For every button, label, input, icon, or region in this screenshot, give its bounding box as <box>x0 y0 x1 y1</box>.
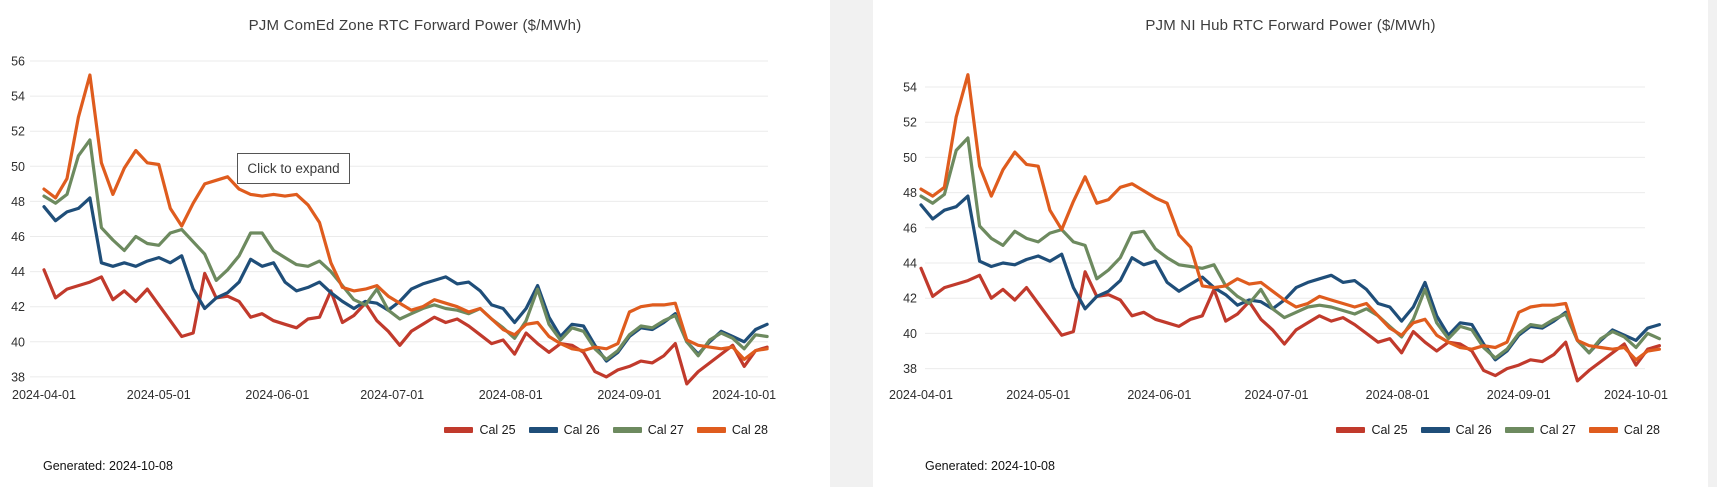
legend-item-cal26[interactable]: Cal 26 <box>1420 423 1492 437</box>
generated-timestamp: Generated: 2024-10-08 <box>43 459 173 473</box>
legend-item-cal25[interactable]: Cal 25 <box>1336 423 1408 437</box>
x-axis-tick: 2024-04-01 <box>12 388 76 402</box>
y-axis-tick: 42 <box>11 300 25 314</box>
cal26-swatch <box>1420 427 1450 433</box>
series-line-cal25 <box>42 268 769 386</box>
legend-label: Cal 27 <box>647 423 684 437</box>
y-axis-tick: 44 <box>903 257 917 271</box>
y-axis-tick: 52 <box>903 116 917 130</box>
x-axis-tick: 2024-05-01 <box>1006 388 1070 402</box>
click-to-expand-tooltip[interactable]: Click to expand <box>237 153 350 184</box>
legend-item-cal27[interactable]: Cal 27 <box>1504 423 1576 437</box>
x-axis-tick: 2024-09-01 <box>1487 388 1551 402</box>
y-axis-tick: 44 <box>11 265 25 279</box>
y-axis-tick: 38 <box>11 370 25 384</box>
y-axis-tick: 46 <box>903 221 917 235</box>
x-axis-tick: 2024-06-01 <box>245 388 309 402</box>
chart-title-comed: PJM ComEd Zone RTC Forward Power ($/MWh) <box>248 17 582 34</box>
y-axis-tick: 42 <box>903 292 917 306</box>
y-axis-tick: 48 <box>903 186 917 200</box>
chart-card-nihub[interactable]: PJM NI Hub RTC Forward Power ($/MWh) 54 5… <box>873 0 1708 487</box>
x-axis-tick: 2024-05-01 <box>127 388 191 402</box>
x-axis-tick: 2024-08-01 <box>1366 388 1430 402</box>
legend-comed: Cal 25 Cal 26 Cal 27 Cal 28 <box>444 423 768 437</box>
comed-forward-power-chart[interactable]: 56 54 52 50 48 46 44 42 40 38 2024-04-01 2024-05-01… <box>0 0 830 487</box>
chart-card-comed[interactable]: PJM ComEd Zone RTC Forward Power ($/MWh)… <box>0 0 830 487</box>
legend-label: Cal 26 <box>1455 423 1492 437</box>
legend-label: Cal 28 <box>1623 423 1660 437</box>
series-line-cal27 <box>42 138 769 361</box>
series-line-cal26 <box>919 194 1662 362</box>
series-line-cal26 <box>42 196 769 363</box>
x-axis-tick: 2024-08-01 <box>479 388 543 402</box>
y-axis-tick: 50 <box>11 160 25 174</box>
y-axis-tick: 40 <box>11 335 25 349</box>
series-line-cal27 <box>919 136 1662 360</box>
x-axis-tick: 2024-07-01 <box>360 388 424 402</box>
legend-item-cal25[interactable]: Cal 25 <box>444 423 516 437</box>
chart-title-nihub: PJM NI Hub RTC Forward Power ($/MWh) <box>1145 17 1436 34</box>
legend-label: Cal 25 <box>1371 423 1408 437</box>
y-axis-tick: 50 <box>903 151 917 165</box>
cal26-swatch <box>528 427 558 433</box>
y-axis-tick: 52 <box>11 125 25 139</box>
legend-label: Cal 26 <box>563 423 600 437</box>
y-axis-tick: 54 <box>11 90 25 104</box>
legend-label: Cal 28 <box>731 423 768 437</box>
series-line-cal28 <box>42 73 769 361</box>
x-axis-tick: 2024-10-01 <box>712 388 776 402</box>
cal27-swatch <box>612 427 642 433</box>
legend-item-cal26[interactable]: Cal 26 <box>528 423 600 437</box>
legend-item-cal27[interactable]: Cal 27 <box>612 423 684 437</box>
x-axis-tick: 2024-06-01 <box>1127 388 1191 402</box>
legend-label: Cal 27 <box>1539 423 1576 437</box>
cal28-swatch <box>696 427 726 433</box>
legend-label: Cal 25 <box>479 423 516 437</box>
y-axis-tick: 48 <box>11 195 25 209</box>
nihub-forward-power-chart[interactable]: 54 52 50 48 46 44 42 40 38 2024-04-01 2024-05-01 20… <box>873 0 1708 487</box>
y-axis-tick: 40 <box>903 327 917 341</box>
cal28-swatch <box>1588 427 1618 433</box>
x-axis-tick: 2024-10-01 <box>1604 388 1668 402</box>
x-axis-tick: 2024-09-01 <box>597 388 661 402</box>
cal25-swatch <box>444 427 474 433</box>
generated-timestamp: Generated: 2024-10-08 <box>925 459 1055 473</box>
legend-item-cal28[interactable]: Cal 28 <box>1588 423 1660 437</box>
legend-nihub: Cal 25 Cal 26 Cal 27 Cal 28 <box>1336 423 1660 437</box>
y-axis-tick: 46 <box>11 230 25 244</box>
y-axis-tick: 38 <box>903 362 917 376</box>
series-line-cal25 <box>919 266 1662 383</box>
legend-item-cal28[interactable]: Cal 28 <box>696 423 768 437</box>
series-line-cal28 <box>919 73 1662 362</box>
x-axis-tick: 2024-07-01 <box>1245 388 1309 402</box>
cal27-swatch <box>1504 427 1534 433</box>
x-axis-tick: 2024-04-01 <box>889 388 953 402</box>
y-axis-tick: 56 <box>11 55 25 69</box>
y-axis-tick: 54 <box>903 81 917 95</box>
cal25-swatch <box>1336 427 1366 433</box>
